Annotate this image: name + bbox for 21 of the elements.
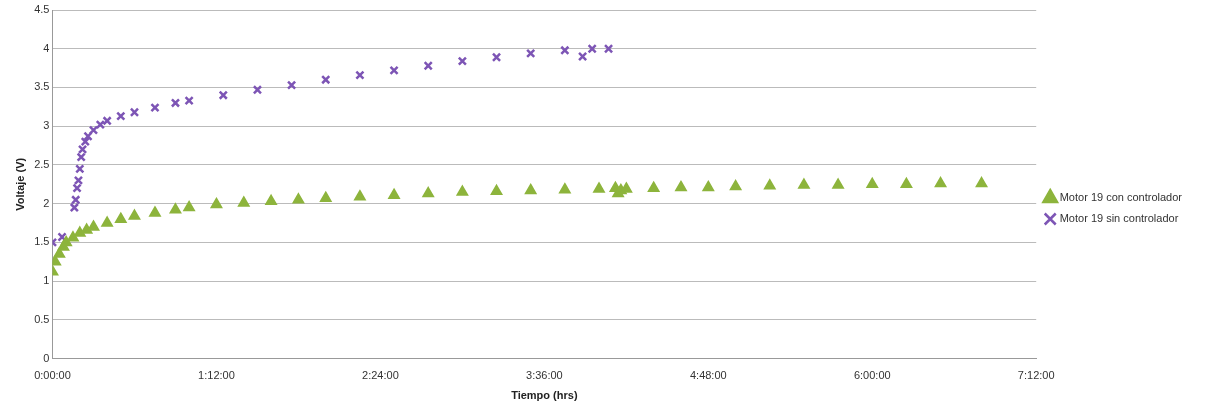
x-tick-label: 6:00:00 <box>853 369 891 382</box>
y-tick-label: 4.5 <box>34 3 50 16</box>
y-tick-label: 4 <box>43 41 50 54</box>
x-tick-label: 4:48:00 <box>689 369 727 382</box>
x-tick-label: 1:12:00 <box>198 369 235 382</box>
x-tick-label: 3:36:00 <box>526 369 563 382</box>
y-tick-label: 3.5 <box>34 80 50 93</box>
x-tick-label: 7:12:00 <box>1017 369 1055 382</box>
y-tick-label: 2 <box>43 196 50 209</box>
legend-label: Motor 19 con controlador <box>1059 191 1183 204</box>
y-tick-label: 0.5 <box>34 312 50 325</box>
y-tick-label: 1.5 <box>34 235 50 248</box>
y-axis-title: Voltaje (V) <box>13 157 26 211</box>
y-tick-label: 0 <box>43 351 50 364</box>
y-tick-label: 3 <box>43 119 50 132</box>
x-tick-label: 2:24:00 <box>362 369 399 382</box>
x-tick-label: 0:00:00 <box>34 369 71 382</box>
y-tick-label: 2.5 <box>34 157 50 170</box>
legend-label: Motor 19 sin controlador <box>1059 212 1179 225</box>
x-axis-title: Tiempo (hrs) <box>511 389 578 402</box>
y-tick-label: 1 <box>43 274 50 287</box>
